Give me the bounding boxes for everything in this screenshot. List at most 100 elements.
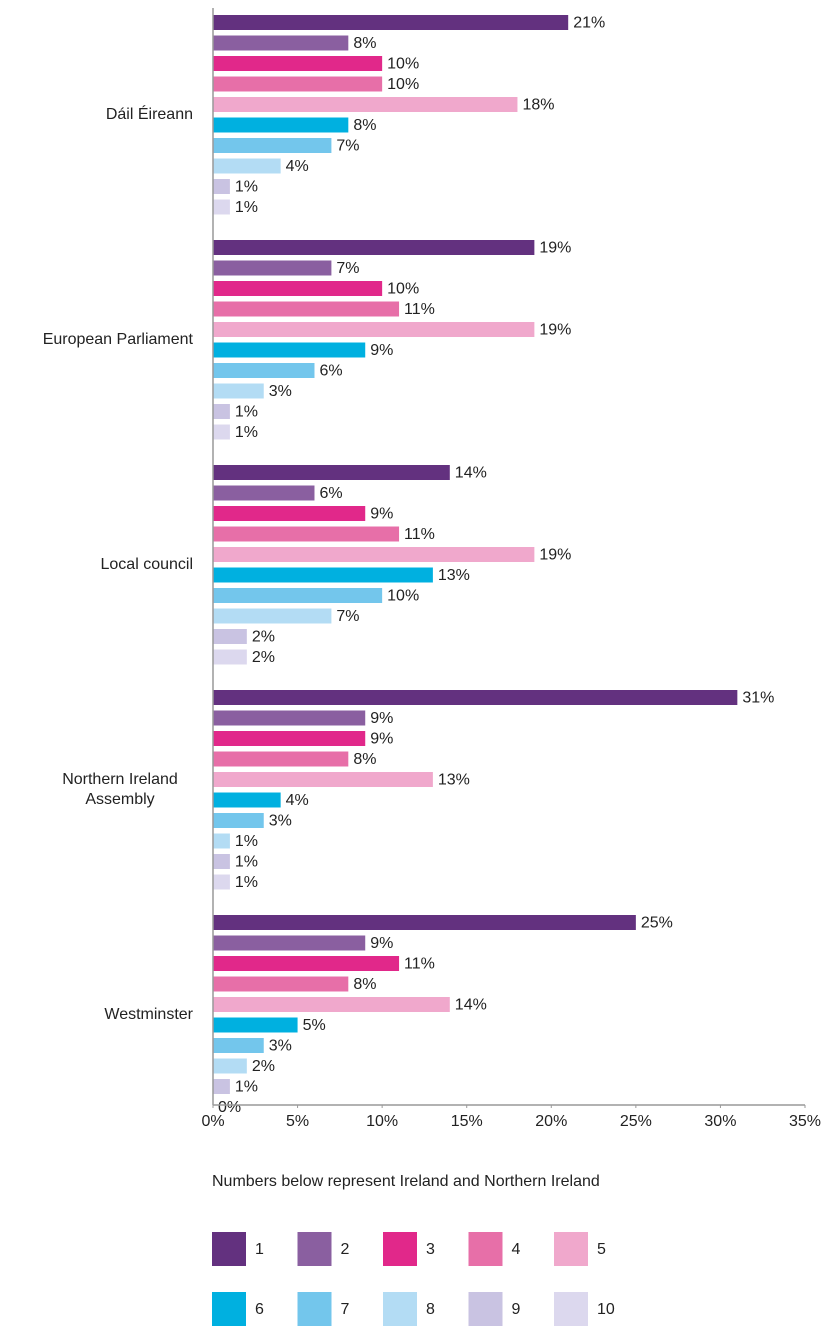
bar <box>213 1038 264 1053</box>
bar <box>213 854 230 869</box>
value-label: 3% <box>269 1038 292 1055</box>
x-tick-label: 30% <box>704 1113 736 1130</box>
value-label: 8% <box>353 117 376 134</box>
bar <box>213 526 400 542</box>
value-label: 9% <box>370 710 393 727</box>
value-label: 10% <box>387 281 419 298</box>
value-label: 2% <box>252 629 275 646</box>
value-label: 14% <box>455 465 487 482</box>
bar <box>213 997 450 1012</box>
value-label: 11% <box>404 956 435 973</box>
bar <box>213 935 366 951</box>
value-label: 1% <box>235 874 258 891</box>
bar <box>213 976 349 992</box>
x-tick-label: 10% <box>366 1113 398 1130</box>
legend-swatch <box>554 1292 588 1326</box>
bar <box>213 608 332 624</box>
x-tick-label: 15% <box>451 1113 483 1130</box>
bar <box>213 199 230 215</box>
value-label: 21% <box>573 15 605 32</box>
value-label: 1% <box>235 404 258 421</box>
legend-label: 5 <box>597 1241 606 1258</box>
value-label: 7% <box>336 608 359 625</box>
bar <box>213 56 383 71</box>
value-label: 7% <box>336 260 359 277</box>
value-label: 25% <box>641 915 673 932</box>
category-label: Dáil Éireann <box>106 104 193 123</box>
bar <box>213 342 366 358</box>
legend-label: 7 <box>341 1301 350 1318</box>
bar <box>213 35 349 51</box>
value-label: 7% <box>336 138 359 155</box>
x-tick-label: 35% <box>789 1113 821 1130</box>
value-label: 8% <box>353 976 376 993</box>
bar <box>213 281 383 296</box>
bar <box>213 731 366 746</box>
value-label: 2% <box>252 1058 275 1075</box>
value-label: 13% <box>438 567 470 584</box>
value-label: 8% <box>353 35 376 52</box>
value-label: 11% <box>404 301 435 318</box>
bar <box>213 97 518 112</box>
legend-swatch <box>383 1232 417 1266</box>
bar <box>213 424 230 440</box>
bar <box>213 629 247 644</box>
value-label: 10% <box>387 56 419 73</box>
value-label: 31% <box>742 690 774 707</box>
category-label: Local council <box>101 556 194 573</box>
value-label: 13% <box>438 772 470 789</box>
value-label: 1% <box>235 854 258 871</box>
value-label: 4% <box>286 792 309 809</box>
value-label: 1% <box>235 1079 258 1096</box>
value-label: 6% <box>319 363 342 380</box>
value-label: 1% <box>235 179 258 196</box>
bar <box>213 485 315 501</box>
legend-label: 9 <box>512 1301 521 1318</box>
bar <box>213 260 332 276</box>
legend-label: 4 <box>512 1241 521 1258</box>
bar <box>213 1079 230 1094</box>
bar <box>213 874 230 890</box>
value-label: 11% <box>404 526 435 543</box>
value-label: 3% <box>269 383 292 400</box>
x-tick-label: 5% <box>286 1113 309 1130</box>
bar <box>213 588 383 603</box>
category-label: Northern Ireland Assembly <box>62 771 178 808</box>
value-label: 8% <box>353 751 376 768</box>
value-label: 1% <box>235 424 258 441</box>
bar <box>213 1017 298 1033</box>
value-label: 19% <box>539 240 571 257</box>
bar <box>213 138 332 153</box>
bar <box>213 158 281 174</box>
bar <box>213 833 230 849</box>
bar <box>213 710 366 726</box>
bar <box>213 240 535 255</box>
value-label: 19% <box>539 547 571 564</box>
bar <box>213 649 247 665</box>
value-label: 19% <box>539 322 571 339</box>
category-label: European Parliament <box>43 331 194 348</box>
legend-label: 10 <box>597 1301 615 1318</box>
bar <box>213 15 569 30</box>
bar <box>213 383 264 399</box>
bar <box>213 76 383 92</box>
value-label: 9% <box>370 731 393 748</box>
value-label: 1% <box>235 199 258 216</box>
bar <box>213 813 264 828</box>
x-tick-label: 0% <box>201 1113 224 1130</box>
value-label: 14% <box>455 997 487 1014</box>
bar <box>213 404 230 419</box>
bar <box>213 322 535 337</box>
legend-label: 8 <box>426 1301 435 1318</box>
legend-swatch <box>383 1292 417 1326</box>
bar <box>213 956 400 971</box>
bar <box>213 772 433 787</box>
value-label: 10% <box>387 76 419 93</box>
value-label: 6% <box>319 485 342 502</box>
bar <box>213 506 366 521</box>
bar <box>213 465 450 480</box>
bar <box>213 915 636 930</box>
legend-title: Numbers below represent Ireland and Nort… <box>212 1173 600 1190</box>
x-tick-label: 20% <box>535 1113 567 1130</box>
